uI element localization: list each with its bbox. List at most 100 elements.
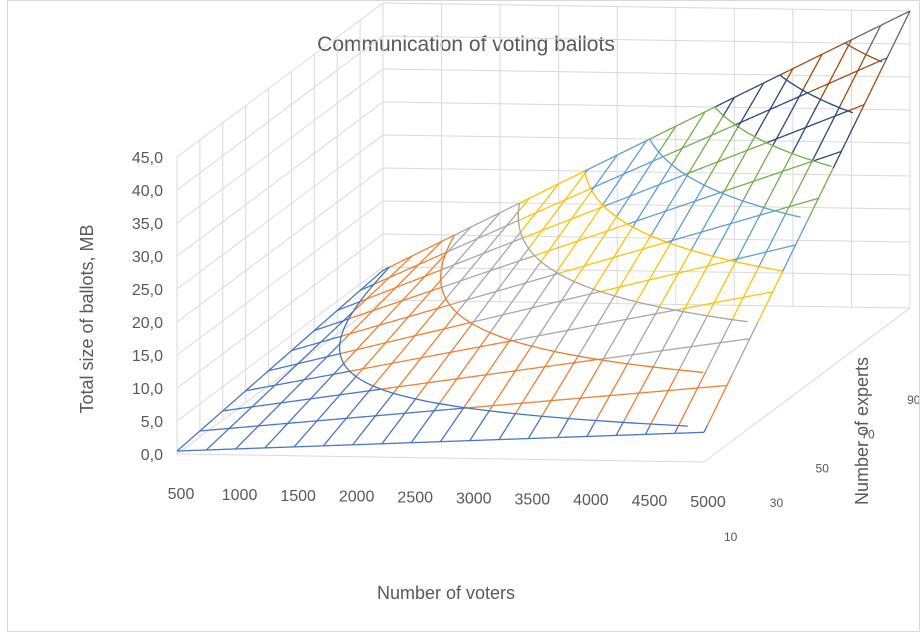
surface-line-y [605,309,607,312]
surface-line-y [354,441,356,443]
surface-line-y [767,154,769,157]
surface-line-y [726,108,728,111]
surface-line-y [400,324,402,326]
surface-line-y [574,317,576,320]
surface-line-x [787,71,789,72]
surface-line-x [668,241,670,242]
surface-line-y [439,333,441,335]
surface-line-x [611,179,613,180]
surface-line-x [703,231,705,232]
surface-line-x [381,307,383,308]
surface-line-y [489,245,491,247]
surface-line-y [445,432,447,434]
surface-line-x [632,169,634,170]
surface-line-y [802,178,804,181]
surface-line-y [370,312,372,314]
surface-line-y [475,317,477,319]
surface-line-x [791,168,793,169]
surface-line-x [502,227,504,228]
surface-line-y [342,364,344,366]
surface-line-y [874,35,876,38]
surface-line-y [539,207,541,209]
surface-line-y [503,280,505,282]
surface-line-x [369,328,371,329]
surface-line-x [576,217,578,218]
surface-line-x [436,271,438,272]
surface-line-x [780,74,782,75]
surface-line-y [454,243,456,245]
surface-line-y [674,279,676,282]
surface-line-y [598,413,600,416]
surface-line-y [646,169,648,171]
surface-line-y [869,91,871,94]
surface-line-y [611,191,613,193]
surface-line-x [688,119,690,120]
surface-line-x [412,255,414,256]
surface-line-y [187,441,189,442]
surface-line-x [433,257,435,258]
surface-line-y [779,275,781,278]
surface-line-x [783,136,785,137]
surface-line-x [789,100,791,101]
surface-line-y [593,217,595,219]
z-tick-label: 30,0 [132,249,163,266]
surface-line-y [488,370,490,372]
surface-line-y [828,175,830,178]
surface-line-x [785,170,787,171]
surface-line-x [714,133,716,134]
surface-line-x [670,209,672,210]
surface-line-x [645,218,647,219]
surface-line-y [347,359,349,361]
surface-line-x [636,168,638,169]
surface-line-y [480,311,482,313]
surface-line-x [446,285,448,286]
surface-line-x [471,257,473,258]
surface-line-y [298,343,300,344]
surface-line-y [533,382,535,385]
surface-line-y [456,285,458,287]
surface-line-y [301,438,303,440]
surface-line-x [638,220,640,221]
surface-line-y [192,437,194,438]
surface-line-y [377,412,379,414]
surface-line-x [609,180,611,181]
surface-line-x [799,129,801,130]
surface-line-y [724,333,726,336]
x-tick-label: 4500 [632,493,668,510]
surface-line-x [772,108,774,109]
surface-line-x [672,127,674,128]
surface-line-x [488,251,490,252]
surface-line-y [797,140,799,143]
surface-line-y [623,369,625,372]
surface-line-x [335,337,337,338]
z-tick-label: 40,0 [132,183,163,200]
surface-line-y [424,385,426,387]
surface-line-y [766,302,768,305]
surface-line-y [457,310,459,312]
surface-line-x [862,68,864,69]
surface-line-y [362,302,364,304]
surface-line-y [713,209,715,212]
surface-line-y [649,425,651,428]
surface-line-x [448,237,450,238]
surface-line-x [607,259,609,260]
surface-line-y [689,135,691,138]
surface-line-x [609,203,611,204]
surface-line-x [404,284,406,285]
surface-line-y [392,429,394,431]
surface-line-x [542,209,544,210]
surface-line-y [688,253,690,256]
surface-line-y [692,247,694,250]
surface-line-y [363,286,365,287]
surface-line-y [324,412,326,414]
surface-line-y [509,421,511,424]
surface-line-y [806,81,808,84]
surface-line-y [486,413,488,415]
surface-line-y [701,275,703,278]
surface-line-y [453,245,455,247]
surface-line-x [540,278,542,279]
surface-line-y [710,215,712,218]
surface-line-x [590,167,592,168]
surface-line-y [671,200,673,203]
surface-line-x [536,254,538,255]
